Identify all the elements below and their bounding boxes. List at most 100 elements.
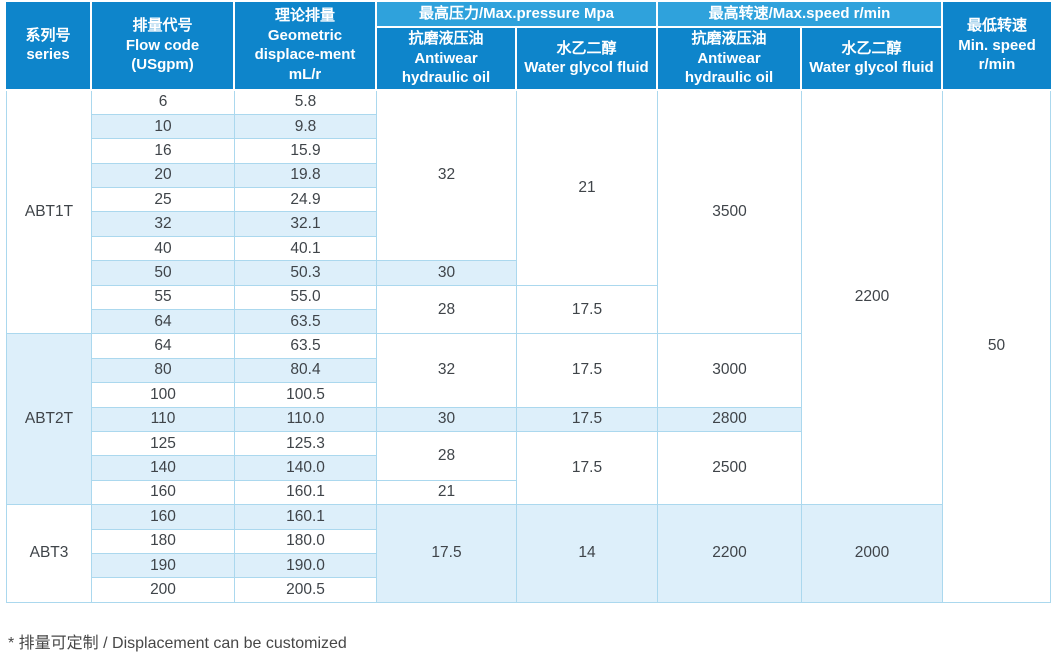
- flow-code-cell: 160: [92, 505, 235, 530]
- displacement-cell: 190.0: [235, 553, 377, 579]
- displacement-cell: 110.0: [235, 407, 377, 432]
- displacement-cell: 160.1: [235, 480, 377, 506]
- table-row: 200 200.5: [6, 578, 1051, 603]
- displacement-cell: 100.5: [235, 383, 377, 408]
- table-row: 55 55.0 28 17.5: [6, 285, 1051, 335]
- displacement-cell: 24.9: [235, 188, 377, 213]
- flow-code-cell: 16: [92, 139, 235, 164]
- table-row: 64 63.5: [6, 310, 1051, 335]
- displacement-cell: 50.3: [235, 261, 377, 286]
- table-row: 125 125.3 28 17.5 2500: [6, 431, 1051, 506]
- flow-code-cell: 110: [92, 407, 235, 432]
- flow-code-cell: 50: [92, 261, 235, 286]
- flow-code-cell: 160: [92, 480, 235, 506]
- flow-code-cell: 100: [92, 383, 235, 408]
- footnote: * 排量可定制 / Displacement can be customized: [8, 635, 347, 652]
- pressure-antiwear-cell: 32: [377, 90, 517, 262]
- displacement-cell: 9.8: [235, 114, 377, 140]
- table-row: 50 50.3 30: [6, 261, 1051, 286]
- table-body: ABT1T 6 5.8 32 21 3500 2200 50 10 9.8 16…: [6, 90, 1051, 603]
- speed-glycol-cell: 2200: [802, 90, 943, 506]
- pressure-glycol-cell: 14: [517, 505, 658, 603]
- header-displacement: 理论排量 Geometric displace-ment mL/r: [235, 2, 377, 91]
- header-pressure-antiwear: 抗磨液压油 Antiwear hydraulic oil: [377, 28, 517, 91]
- displacement-cell: 63.5: [235, 310, 377, 335]
- min-speed-cell: 50: [943, 90, 1051, 603]
- flow-code-cell: 64: [92, 334, 235, 359]
- table-row: 25 24.9: [6, 188, 1051, 213]
- displacement-cell: 80.4: [235, 358, 377, 384]
- table-row: 100 100.5: [6, 383, 1051, 408]
- flow-code-cell: 20: [92, 163, 235, 189]
- flow-code-cell: 55: [92, 285, 235, 311]
- pressure-glycol-cell: 17.5: [517, 285, 658, 335]
- displacement-cell: 40.1: [235, 236, 377, 262]
- series-cell: ABT3: [6, 505, 92, 603]
- speed-antiwear-cell: 2800: [658, 407, 802, 432]
- header-speed-glycol: 水乙二醇 Water glycol fluid: [802, 28, 943, 91]
- table-row: ABT2T 64 63.5 32 17.5 3000: [6, 334, 1051, 506]
- flow-code-cell: 32: [92, 212, 235, 237]
- displacement-cell: 200.5: [235, 578, 377, 603]
- pressure-antiwear-cell: 30: [377, 261, 517, 286]
- displacement-cell: 15.9: [235, 139, 377, 164]
- pressure-antiwear-cell: 32: [377, 334, 517, 408]
- displacement-cell: 55.0: [235, 285, 377, 311]
- table-row: ABT3 160 160.1 17.5 14 2200 2000: [6, 505, 1051, 603]
- header-flow-code: 排量代号 Flow code (USgpm): [92, 2, 235, 91]
- flow-code-cell: 64: [92, 310, 235, 335]
- pressure-antiwear-cell: 30: [377, 407, 517, 432]
- series-cell: ABT1T: [6, 90, 92, 335]
- displacement-cell: 63.5: [235, 334, 377, 359]
- speed-antiwear-cell: 3000: [658, 334, 802, 408]
- header-speed-antiwear: 抗磨液压油 Antiwear hydraulic oil: [658, 28, 802, 91]
- displacement-cell: 19.8: [235, 163, 377, 189]
- flow-code-cell: 6: [92, 90, 235, 115]
- header-series: 系列号 series: [6, 2, 92, 91]
- pressure-glycol-cell: 21: [517, 90, 658, 286]
- pressure-glycol-cell: 17.5: [517, 407, 658, 432]
- header-pressure-glycol: 水乙二醇 Water glycol fluid: [517, 28, 658, 91]
- pressure-glycol-cell: 17.5: [517, 334, 658, 408]
- flow-code-cell: 200: [92, 578, 235, 603]
- flow-code-cell: 140: [92, 456, 235, 481]
- pressure-antiwear-cell: 21: [377, 480, 517, 506]
- table-header: 系列号 series 排量代号 Flow code (USgpm) 理论排量 G…: [6, 2, 1051, 91]
- table-row: 80 80.4: [6, 358, 1051, 384]
- pressure-glycol-cell: 17.5: [517, 431, 658, 506]
- flow-code-cell: 80: [92, 358, 235, 384]
- table-row: 10 9.8: [6, 114, 1051, 140]
- flow-code-cell: 125: [92, 431, 235, 457]
- flow-code-cell: 40: [92, 236, 235, 262]
- table-row: 32 32.1: [6, 212, 1051, 237]
- displacement-cell: 140.0: [235, 456, 377, 481]
- flow-code-cell: 25: [92, 188, 235, 213]
- table-row: 190 190.0: [6, 553, 1051, 579]
- table-row: 160 160.1 21: [6, 480, 1051, 506]
- table-row: 16 15.9: [6, 139, 1051, 164]
- displacement-cell: 5.8: [235, 90, 377, 115]
- flow-code-cell: 180: [92, 529, 235, 554]
- table-row: 20 19.8: [6, 163, 1051, 189]
- header-max-speed-group: 最高转速/Max.speed r/min: [658, 2, 943, 28]
- flow-code-cell: 190: [92, 553, 235, 579]
- displacement-cell: 160.1: [235, 505, 377, 530]
- table-row: 40 40.1: [6, 236, 1051, 262]
- speed-antiwear-cell: 2200: [658, 505, 802, 603]
- pressure-antiwear-cell: 28: [377, 431, 517, 481]
- table-row: 110 110.0 30 17.5 2800: [6, 407, 1051, 432]
- table-row: 180 180.0: [6, 529, 1051, 554]
- table-row: 140 140.0: [6, 456, 1051, 481]
- displacement-cell: 125.3: [235, 431, 377, 457]
- table-row: ABT1T 6 5.8 32 21 3500 2200 50: [6, 90, 1051, 603]
- speed-antiwear-cell: 2500: [658, 431, 802, 506]
- flow-code-cell: 10: [92, 114, 235, 140]
- series-cell: ABT2T: [6, 334, 92, 506]
- pressure-antiwear-cell: 28: [377, 285, 517, 335]
- displacement-cell: 32.1: [235, 212, 377, 237]
- pump-spec-table: 系列号 series 排量代号 Flow code (USgpm) 理论排量 G…: [6, 2, 1051, 603]
- speed-antiwear-cell: 3500: [658, 90, 802, 335]
- pressure-antiwear-cell: 17.5: [377, 505, 517, 603]
- displacement-cell: 180.0: [235, 529, 377, 554]
